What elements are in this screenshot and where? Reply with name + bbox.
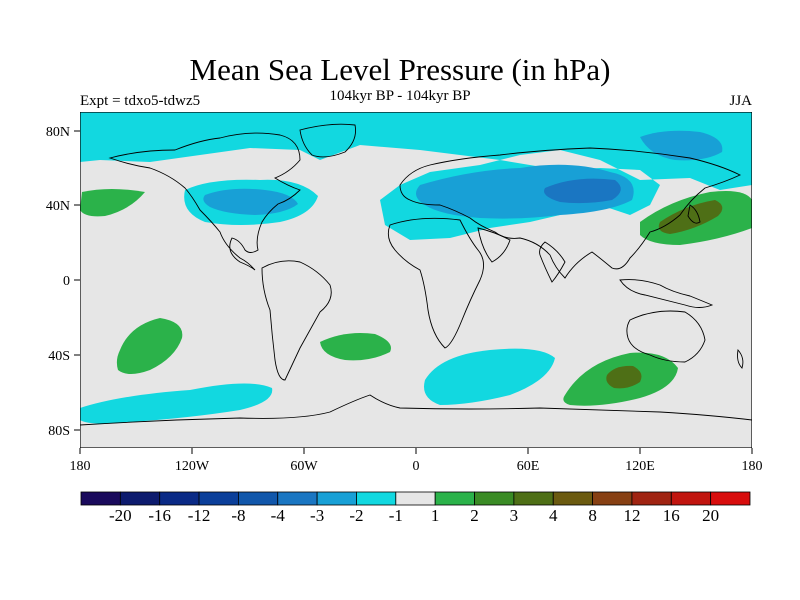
- colorbar-label: -12: [188, 506, 211, 525]
- y-tick-label: 0: [63, 274, 70, 289]
- colorbar-swatch: [395, 491, 436, 506]
- colorbar-label: 20: [702, 506, 719, 525]
- colorbar-label: -4: [271, 506, 286, 525]
- colorbar-swatch: [119, 491, 161, 506]
- south-pacific-cyan: [80, 383, 273, 424]
- colorbar-swatch: [356, 491, 397, 506]
- colorbar-swatch: [474, 491, 515, 506]
- colorbar-label: -2: [349, 506, 363, 525]
- colorbar-swatch: [80, 491, 121, 506]
- colorbar-swatch: [159, 491, 200, 506]
- northeast-pacific-green: [80, 189, 145, 217]
- antarctica-coast: [80, 394, 752, 426]
- y-tick-label: 80N: [46, 125, 70, 140]
- x-tick-labels: 180 120W 60W 0 60E 120E 180: [70, 459, 763, 474]
- anomaly-darkblue-regions: [544, 178, 621, 204]
- eurasia-blue: [416, 164, 634, 219]
- axis-tick-marks: [74, 130, 753, 454]
- colorbar-swatch: [277, 491, 318, 506]
- anomaly-olive-regions: [606, 200, 723, 389]
- colorbar-swatch: [592, 491, 633, 506]
- south-pacific-green: [116, 318, 183, 374]
- x-tick-label: 60E: [517, 459, 540, 474]
- y-tick-label: 80S: [48, 424, 70, 439]
- greenland-coast: [299, 123, 356, 158]
- x-tick-label: 120E: [625, 459, 655, 474]
- japan-olive: [658, 200, 723, 234]
- south-atlantic-cyan: [424, 348, 555, 405]
- y-tick-label: 40N: [46, 199, 70, 214]
- japan-coast: [687, 204, 701, 224]
- india-coast: [539, 241, 566, 283]
- colorbar-label: -8: [231, 506, 245, 525]
- colorbar-label: -3: [310, 506, 324, 525]
- colorbar: [80, 491, 751, 506]
- colorbar-swatch: [670, 491, 712, 506]
- anomaly-blue-regions: [203, 130, 723, 219]
- colorbar-label: -20: [109, 506, 132, 525]
- colorbar-swatch: [198, 491, 239, 506]
- x-tick-label: 180: [742, 459, 763, 474]
- south-america-coast: [261, 260, 332, 381]
- africa-coast: [387, 217, 484, 349]
- colorbar-label: 4: [549, 506, 558, 525]
- season-label: JJA: [729, 93, 752, 109]
- colorbar-swatch: [434, 491, 475, 506]
- north-pacific-blue: [640, 130, 723, 161]
- colorbar-label: -1: [389, 506, 403, 525]
- chart-subtitle: 104kyr BP - 104kyr BP: [329, 88, 471, 104]
- south-atlantic-green: [320, 333, 391, 361]
- y-tick-labels: 80N 40N 0 40S 80S: [46, 125, 70, 439]
- colorbar-label: 12: [623, 506, 640, 525]
- southeast-asia-islands: [619, 279, 714, 308]
- colorbar-label: -16: [148, 506, 171, 525]
- colorbar-label: 16: [663, 506, 680, 525]
- colorbar-swatch: [552, 491, 593, 506]
- colorbar-label: 3: [510, 506, 519, 525]
- experiment-label: Expt = tdxo5-tdwz5: [80, 93, 201, 109]
- north-america-blue: [203, 188, 298, 215]
- colorbar-swatch: [238, 491, 279, 506]
- eurasia-coast: [399, 147, 742, 279]
- arabia-coast: [477, 227, 511, 263]
- australia-coast: [626, 310, 706, 363]
- colorbar-swatch: [316, 491, 357, 506]
- colorbar-swatch: [710, 491, 751, 506]
- colorbar-label: 2: [470, 506, 479, 525]
- y-tick-label: 40S: [48, 349, 70, 364]
- central-asia-darkblue: [544, 178, 621, 204]
- coastlines: [80, 123, 752, 426]
- map-area: [80, 112, 752, 448]
- colorbar-labels: -20 -16 -12 -8 -4 -3 -2 -1 1 2 3 4 8 12 16 20: [109, 506, 719, 525]
- x-tick-label: 120W: [175, 459, 210, 474]
- colorbar-swatch: [631, 491, 672, 506]
- x-tick-label: 180: [70, 459, 91, 474]
- x-tick-label: 60W: [290, 459, 318, 474]
- colorbar-swatch: [513, 491, 554, 506]
- new-zealand-coast: [737, 348, 744, 369]
- colorbar-label: 8: [588, 506, 597, 525]
- colorbar-label: 1: [431, 506, 440, 525]
- x-tick-label: 0: [413, 459, 420, 474]
- chart-title: Mean Sea Level Pressure (in hPa): [189, 52, 611, 87]
- southern-indian-olive: [606, 365, 642, 389]
- north-america-coast: [108, 132, 301, 271]
